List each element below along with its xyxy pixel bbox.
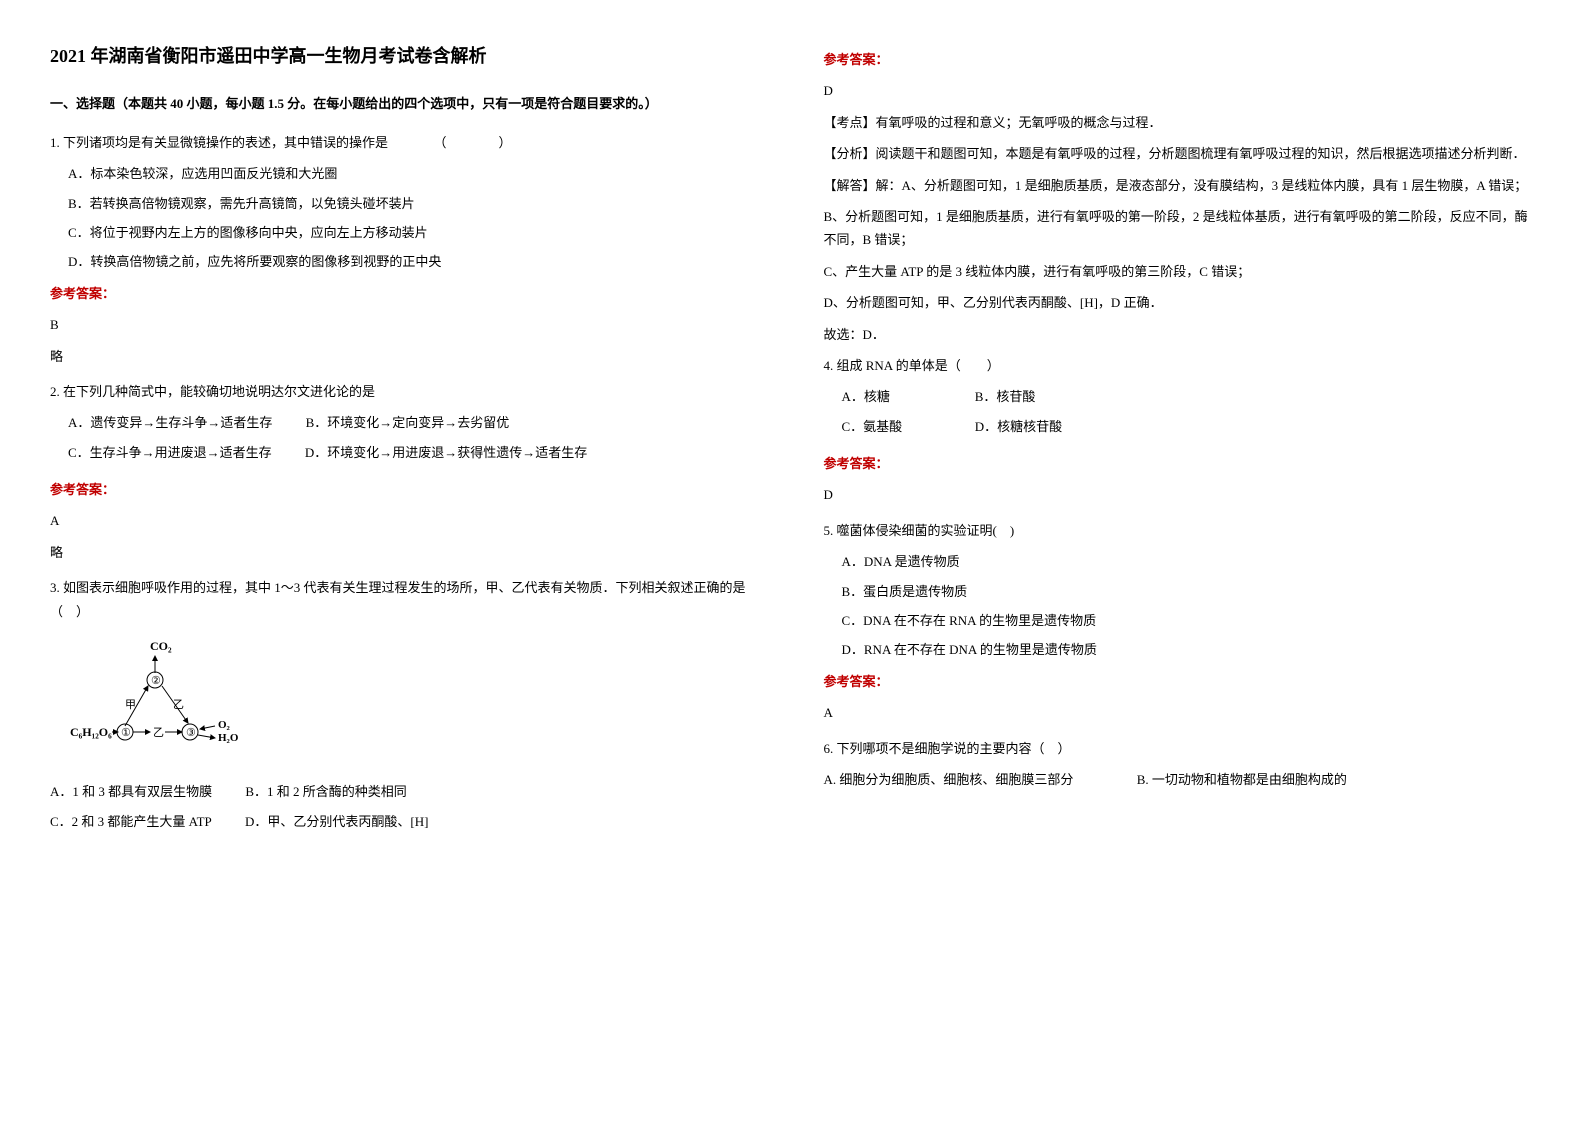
q2-brief: 略 [50, 541, 764, 564]
q5-option-d: D．RNA 在不存在 DNA 的生物里是遗传物质 [824, 638, 1538, 661]
q3-option-d: D．甲、乙分别代表丙酮酸、[H] [245, 810, 428, 833]
q3-answer: D [824, 79, 1538, 102]
q5-answer: A [824, 701, 1538, 724]
co2-label: CO₂ [150, 639, 172, 653]
q1-answer-label: 参考答案： [50, 282, 764, 305]
q2-option-c: C．生存斗争→用进废退→适者生存 [68, 441, 272, 464]
q4-option-b: B．核苷酸 [975, 385, 1036, 408]
q6-options: A. 细胞分为细胞质、细胞核、细胞膜三部分 B. 一切动物和植物都是由细胞构成的 [824, 768, 1538, 797]
question-6: 6. 下列哪项不是细胞学说的主要内容（ ） A. 细胞分为细胞质、细胞核、细胞膜… [824, 737, 1538, 798]
q1-option-b: B．若转换高倍物镜观察，需先升高镜筒，以免镜头碰坏装片 [50, 192, 764, 215]
q4-options-row2: C．氨基酸 D．核糖核苷酸 [824, 415, 1538, 444]
yi-label: 乙 [173, 698, 184, 711]
q4-answer: D [824, 483, 1538, 506]
node3-label: ③ [186, 727, 196, 739]
q3-option-c: C．2 和 3 都能产生大量 ATP [50, 810, 212, 833]
q3-text: 3. 如图表示细胞呼吸作用的过程，其中 1～3 代表有关生理过程发生的场所，甲、… [50, 576, 764, 623]
jia-label: 甲 [125, 699, 136, 711]
h2o-label: H₂O [218, 732, 239, 744]
q5-answer-label: 参考答案： [824, 670, 1538, 693]
q3-diagram: CO₂ ② 甲 乙 C₆H₁₂O₆ ① 乙 ③ [70, 638, 764, 765]
q5-option-c: C．DNA 在不存在 RNA 的生物里是遗传物质 [824, 609, 1538, 632]
question-5: 5. 噬菌体侵染细菌的实验证明( ) A．DNA 是遗传物质 B．蛋白质是遗传物… [824, 519, 1538, 725]
q3-answer-label: 参考答案： [824, 48, 1538, 71]
q1-brief: 略 [50, 345, 764, 368]
q5-option-a: A．DNA 是遗传物质 [824, 550, 1538, 573]
q3-options-row2: C．2 和 3 都能产生大量 ATP D．甲、乙分别代表丙酮酸、[H] [50, 810, 764, 839]
document-title: 2021 年湖南省衡阳市遥田中学高一生物月考试卷含解析 [50, 40, 764, 72]
q6-option-b: B. 一切动物和植物都是由细胞构成的 [1137, 768, 1347, 791]
q4-option-a: A．核糖 [842, 385, 942, 408]
question-1: 1. 下列诸项均是有关显微镜操作的表述，其中错误的操作是 （ ） A．标本染色较… [50, 131, 764, 368]
q2-options-row1: A．遗传变异→生存斗争→适者生存 B．环境变化→定向变异→去劣留优 [50, 411, 764, 440]
page-container: 2021 年湖南省衡阳市遥田中学高一生物月考试卷含解析 一、选择题（本题共 40… [50, 40, 1537, 851]
q2-option-a: A．遗传变异→生存斗争→适者生存 [68, 411, 272, 434]
arrow-o2 [200, 726, 215, 729]
arrow-h2o [198, 735, 215, 738]
q2-answer: A [50, 509, 764, 532]
q3-jieda3: C、产生大量 ATP 的是 3 线粒体内膜，进行有氧呼吸的第三阶段，C 错误； [824, 260, 1538, 283]
q2-option-b: B．环境变化→定向变异→去劣留优 [306, 411, 510, 434]
q3-option-a: A．1 和 3 都具有双层生物膜 [50, 780, 212, 803]
q5-option-b: B．蛋白质是遗传物质 [824, 580, 1538, 603]
q4-text: 4. 组成 RNA 的单体是（ ） [824, 354, 1538, 377]
node1-label: ① [121, 727, 131, 739]
c6-label: C₆H₁₂O₆ [70, 725, 112, 739]
q5-text: 5. 噬菌体侵染细菌的实验证明( ) [824, 519, 1538, 542]
q3-jieda2: B、分析题图可知，1 是细胞质基质，进行有氧呼吸的第一阶段，2 是线粒体基质，进… [824, 205, 1538, 252]
q4-option-d: D．核糖核苷酸 [975, 415, 1062, 438]
q2-options-row2: C．生存斗争→用进废退→适者生存 D．环境变化→用进废退→获得性遗传→适者生存 [50, 441, 764, 470]
q1-option-d: D．转换高倍物镜之前，应先将所要观察的图像移到视野的正中央 [50, 250, 764, 273]
q4-option-c: C．氨基酸 [842, 415, 942, 438]
q3-jieda4: D、分析题图可知，甲、乙分别代表丙酮酸、[H]，D 正确． [824, 291, 1538, 314]
o2-label: O₂ [218, 719, 231, 731]
q3-option-b: B．1 和 2 所含酶的种类相同 [245, 780, 406, 803]
question-2: 2. 在下列几种简式中，能较确切地说明达尔文进化论的是 A．遗传变异→生存斗争→… [50, 380, 764, 564]
q1-text: 1. 下列诸项均是有关显微镜操作的表述，其中错误的操作是 （ ） [50, 131, 764, 154]
right-column: 参考答案： D 【考点】有氧呼吸的过程和意义；无氧呼吸的概念与过程． 【分析】阅… [824, 40, 1538, 851]
q2-text: 2. 在下列几种简式中，能较确切地说明达尔文进化论的是 [50, 380, 764, 403]
question-3: 3. 如图表示细胞呼吸作用的过程，其中 1～3 代表有关生理过程发生的场所，甲、… [50, 576, 764, 839]
left-column: 2021 年湖南省衡阳市遥田中学高一生物月考试卷含解析 一、选择题（本题共 40… [50, 40, 764, 851]
q6-option-a: A. 细胞分为细胞质、细胞核、细胞膜三部分 [824, 768, 1104, 791]
q1-option-a: A．标本染色较深，应选用凹面反光镜和大光圈 [50, 162, 764, 185]
q3-guxuan: 故选：D． [824, 323, 1538, 346]
q4-options-row1: A．核糖 B．核苷酸 [824, 385, 1538, 414]
q2-answer-label: 参考答案： [50, 478, 764, 501]
question-4: 4. 组成 RNA 的单体是（ ） A．核糖 B．核苷酸 C．氨基酸 D．核糖核… [824, 354, 1538, 507]
section-header: 一、选择题（本题共 40 小题，每小题 1.5 分。在每小题给出的四个选项中，只… [50, 92, 764, 115]
q1-answer: B [50, 313, 764, 336]
q3-fenxi: 【分析】阅读题干和题图可知，本题是有氧呼吸的过程，分析题图梳理有氧呼吸过程的知识… [824, 142, 1538, 165]
q1-option-c: C．将位于视野内左上方的图像移向中央，应向左上方移动装片 [50, 221, 764, 244]
q4-answer-label: 参考答案： [824, 452, 1538, 475]
respiration-diagram: CO₂ ② 甲 乙 C₆H₁₂O₆ ① 乙 ③ [70, 638, 250, 758]
q3-options-row1: A．1 和 3 都具有双层生物膜 B．1 和 2 所含酶的种类相同 [50, 780, 764, 809]
node2-label: ② [151, 675, 161, 687]
q3-kaodian: 【考点】有氧呼吸的过程和意义；无氧呼吸的概念与过程． [824, 111, 1538, 134]
q3-jieda1: 【解答】解：A、分析题图可知，1 是细胞质基质，是液态部分，没有膜结构，3 是线… [824, 174, 1538, 197]
q2-option-d: D．环境变化→用进废退→获得性遗传→适者生存 [305, 441, 587, 464]
z-label: 乙 [153, 726, 164, 739]
q6-text: 6. 下列哪项不是细胞学说的主要内容（ ） [824, 737, 1538, 760]
